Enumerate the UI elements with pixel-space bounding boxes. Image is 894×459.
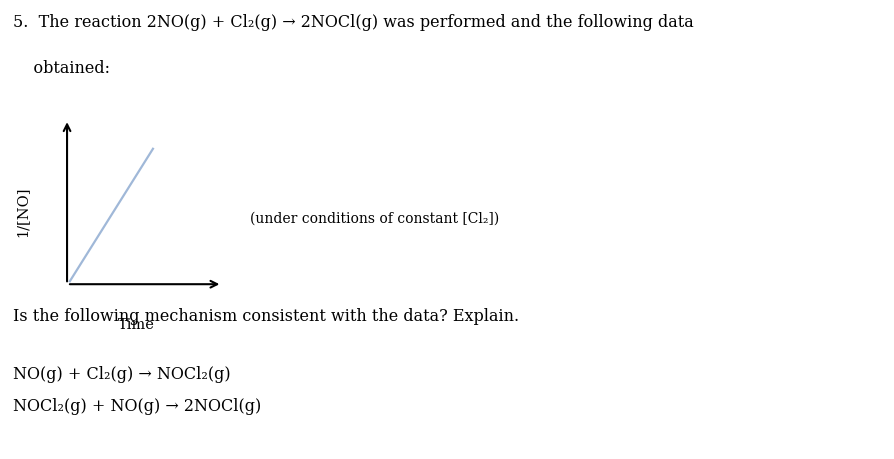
Text: NOCl₂(g) + NO(g) → 2NOCl(g): NOCl₂(g) + NO(g) → 2NOCl(g) xyxy=(13,397,262,414)
Text: Time: Time xyxy=(118,317,155,331)
Text: Is the following mechanism consistent with the data? Explain.: Is the following mechanism consistent wi… xyxy=(13,308,519,325)
Text: NO(g) + Cl₂(g) → NOCl₂(g): NO(g) + Cl₂(g) → NOCl₂(g) xyxy=(13,365,231,382)
Text: 1/[NO]: 1/[NO] xyxy=(16,186,30,236)
Text: (under conditions of constant [Cl₂]): (under conditions of constant [Cl₂]) xyxy=(250,212,500,225)
Text: 5.  The reaction 2NO(g) + Cl₂(g) → 2NOCl(g) was performed and the following data: 5. The reaction 2NO(g) + Cl₂(g) → 2NOCl(… xyxy=(13,14,694,31)
Text: obtained:: obtained: xyxy=(13,60,111,77)
